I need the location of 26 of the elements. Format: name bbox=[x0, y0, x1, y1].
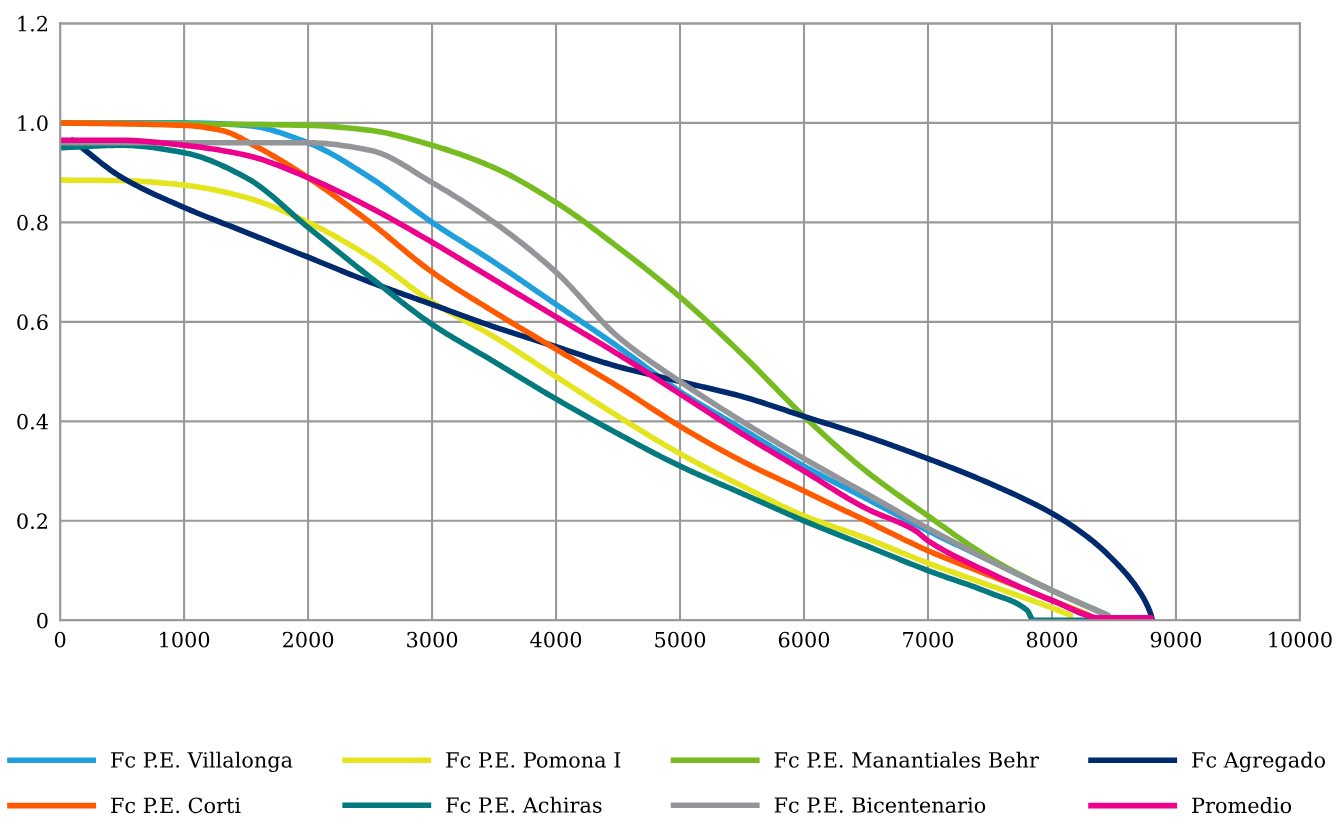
x-tick-label: 7000 bbox=[903, 631, 954, 648]
y-tick-label: 0.8 bbox=[17, 214, 48, 231]
y-tick-label: 1.0 bbox=[18, 115, 48, 132]
x-tick-label: 6000 bbox=[778, 631, 830, 648]
y-tick-label: 0.2 bbox=[17, 513, 47, 530]
legend-label: Fc P.E. Corti bbox=[111, 797, 241, 814]
legend-label: Fc P.E. Bicentenario bbox=[774, 797, 986, 813]
y-tick-label: 1.2 bbox=[18, 15, 47, 32]
legend-label: Promedio bbox=[1192, 797, 1292, 814]
x-tick-label: 10000 bbox=[1269, 631, 1332, 648]
legend-label: Fc P.E. Pomona I bbox=[446, 752, 621, 768]
legend-label: Fc Agregado bbox=[1192, 751, 1326, 773]
y-tick-label: 0 bbox=[37, 612, 48, 629]
x-tick-label: 0 bbox=[54, 631, 66, 648]
legend-label: Fc P.E. Achiras bbox=[446, 796, 602, 813]
x-tick-label: 9000 bbox=[1150, 631, 1202, 648]
legend-label: Fc P.E. Manantiales Behr bbox=[774, 751, 1039, 768]
x-tick-label: 1000 bbox=[160, 631, 210, 648]
x-tick-label: 3000 bbox=[407, 631, 458, 648]
x-tick-label: 8000 bbox=[1026, 631, 1078, 648]
x-tick-label: 5000 bbox=[655, 631, 706, 648]
x-tick-label: 4000 bbox=[530, 631, 582, 648]
legend-label: Fc P.E. Villalonga bbox=[111, 751, 293, 773]
y-tick-label: 0.4 bbox=[17, 413, 48, 430]
x-tick-label: 2000 bbox=[282, 631, 334, 648]
y-tick-label: 0.6 bbox=[17, 314, 48, 331]
